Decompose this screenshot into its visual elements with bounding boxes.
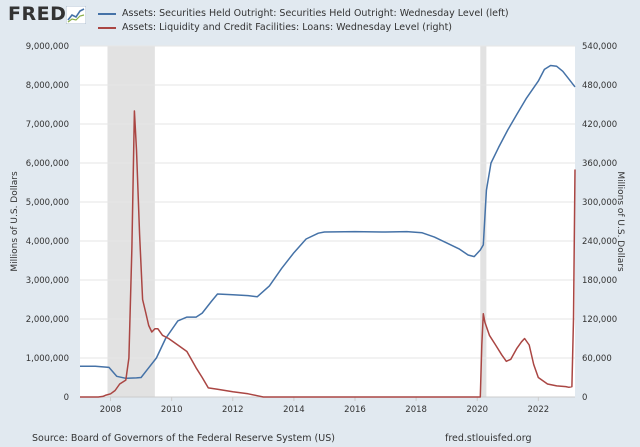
y-right-tick-label: 0 bbox=[582, 393, 587, 403]
y-right-tick-label: 300,000 bbox=[582, 198, 617, 208]
y-left-tick-label: 5,000,000 bbox=[26, 198, 69, 208]
series-line-right bbox=[80, 110, 576, 398]
y-left-tick-label: 2,000,000 bbox=[26, 315, 69, 325]
series-line-left bbox=[80, 64, 576, 380]
legend-item-right: Assets: Liquidity and Credit Facilities:… bbox=[98, 21, 509, 35]
plot-area bbox=[80, 46, 575, 397]
x-tick-label: 2020 bbox=[466, 405, 488, 415]
source-note: Source: Board of Governors of the Federa… bbox=[32, 433, 335, 444]
legend-label-right: Assets: Liquidity and Credit Facilities:… bbox=[122, 22, 453, 33]
x-tick-label: 2018 bbox=[405, 405, 427, 415]
y-right-tick-label: 480,000 bbox=[582, 81, 617, 91]
recession-band-1 bbox=[480, 46, 487, 397]
y-left-tick-label: 0 bbox=[64, 393, 69, 403]
legend-swatch-left bbox=[98, 13, 116, 15]
y-left-tick-label: 7,000,000 bbox=[26, 120, 69, 130]
y-left-tick-label: 6,000,000 bbox=[26, 159, 69, 169]
legend-item-left: Assets: Securities Held Outright: Securi… bbox=[98, 7, 509, 21]
y-left-tick-label: 4,000,000 bbox=[26, 237, 69, 247]
x-tick-label: 2008 bbox=[100, 405, 122, 415]
x-tick-label: 2012 bbox=[222, 405, 244, 415]
chart-line-icon bbox=[66, 6, 86, 24]
y-left-tick-label: 9,000,000 bbox=[26, 42, 69, 52]
y-right-tick-label: 240,000 bbox=[582, 237, 617, 247]
recession-band-0 bbox=[107, 46, 155, 397]
y-right-tick-label: 120,000 bbox=[582, 315, 617, 325]
y-left-tick-label: 3,000,000 bbox=[26, 276, 69, 286]
fred-logo: FRED bbox=[8, 3, 67, 25]
legend-swatch-right bbox=[98, 27, 116, 29]
x-tick-label: 2014 bbox=[283, 405, 305, 415]
y-right-tick-label: 60,000 bbox=[582, 354, 612, 364]
legend-label-left: Assets: Securities Held Outright: Securi… bbox=[122, 8, 509, 19]
y-left-axis-title: Millions of U.S. Dollars bbox=[10, 171, 20, 272]
x-tick-label: 2016 bbox=[344, 405, 366, 415]
y-right-tick-label: 360,000 bbox=[582, 159, 617, 169]
x-tick-label: 2022 bbox=[528, 405, 550, 415]
y-right-axis-title: Millions of U.S. Dollars bbox=[615, 171, 625, 272]
chart-legend: Assets: Securities Held Outright: Securi… bbox=[98, 7, 509, 35]
source-url[interactable]: fred.stlouisfed.org bbox=[445, 433, 532, 444]
y-left-tick-label: 8,000,000 bbox=[26, 81, 69, 91]
y-right-tick-label: 540,000 bbox=[582, 42, 617, 52]
y-right-tick-label: 180,000 bbox=[582, 276, 617, 286]
y-right-tick-label: 420,000 bbox=[582, 120, 617, 130]
y-left-tick-label: 1,000,000 bbox=[26, 354, 69, 364]
x-tick-label: 2010 bbox=[161, 405, 183, 415]
